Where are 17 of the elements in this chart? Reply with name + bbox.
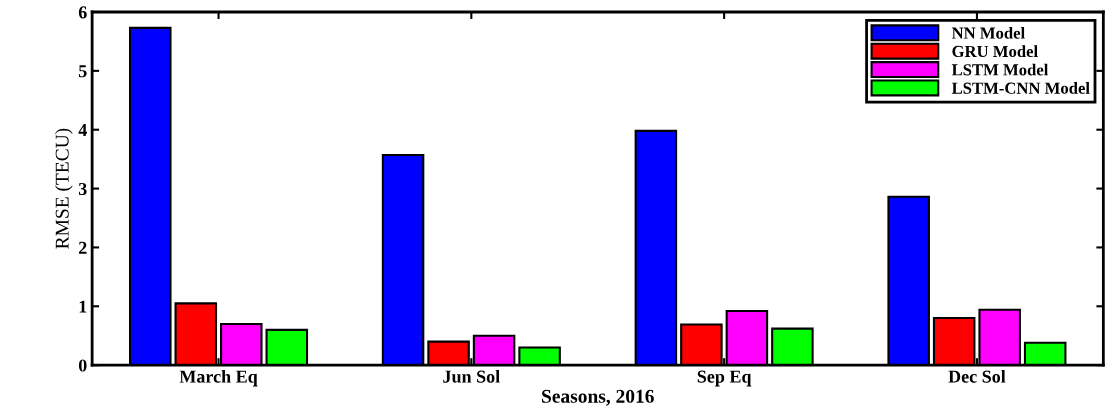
legend-label: NN Model — [951, 26, 1025, 39]
x-tick-label: March Eq — [179, 370, 258, 387]
y-tick-label: 6 — [78, 6, 87, 19]
y-tick-label: 0 — [78, 359, 87, 372]
y-tick-label: 1 — [79, 300, 87, 313]
x-tick-label: Sep Eq — [697, 370, 752, 387]
legend-label: LSTM Model — [951, 63, 1049, 76]
x-axis-title: Seasons, 2016 — [542, 389, 654, 406]
x-tick-label: Dec Sol — [948, 370, 1006, 383]
y-tick-label: 3 — [78, 182, 87, 196]
legend-label: LSTM-CNN Model — [951, 82, 1090, 94]
y-tick-label: 4 — [78, 124, 87, 136]
legend-label: GRU Model — [952, 45, 1038, 58]
y-tick-label: 5 — [78, 65, 87, 78]
y-axis-title: RMSE (TECU) — [55, 128, 73, 249]
y-tick-label: 2 — [79, 241, 87, 254]
x-tick-label: Jun Sol — [443, 370, 500, 383]
